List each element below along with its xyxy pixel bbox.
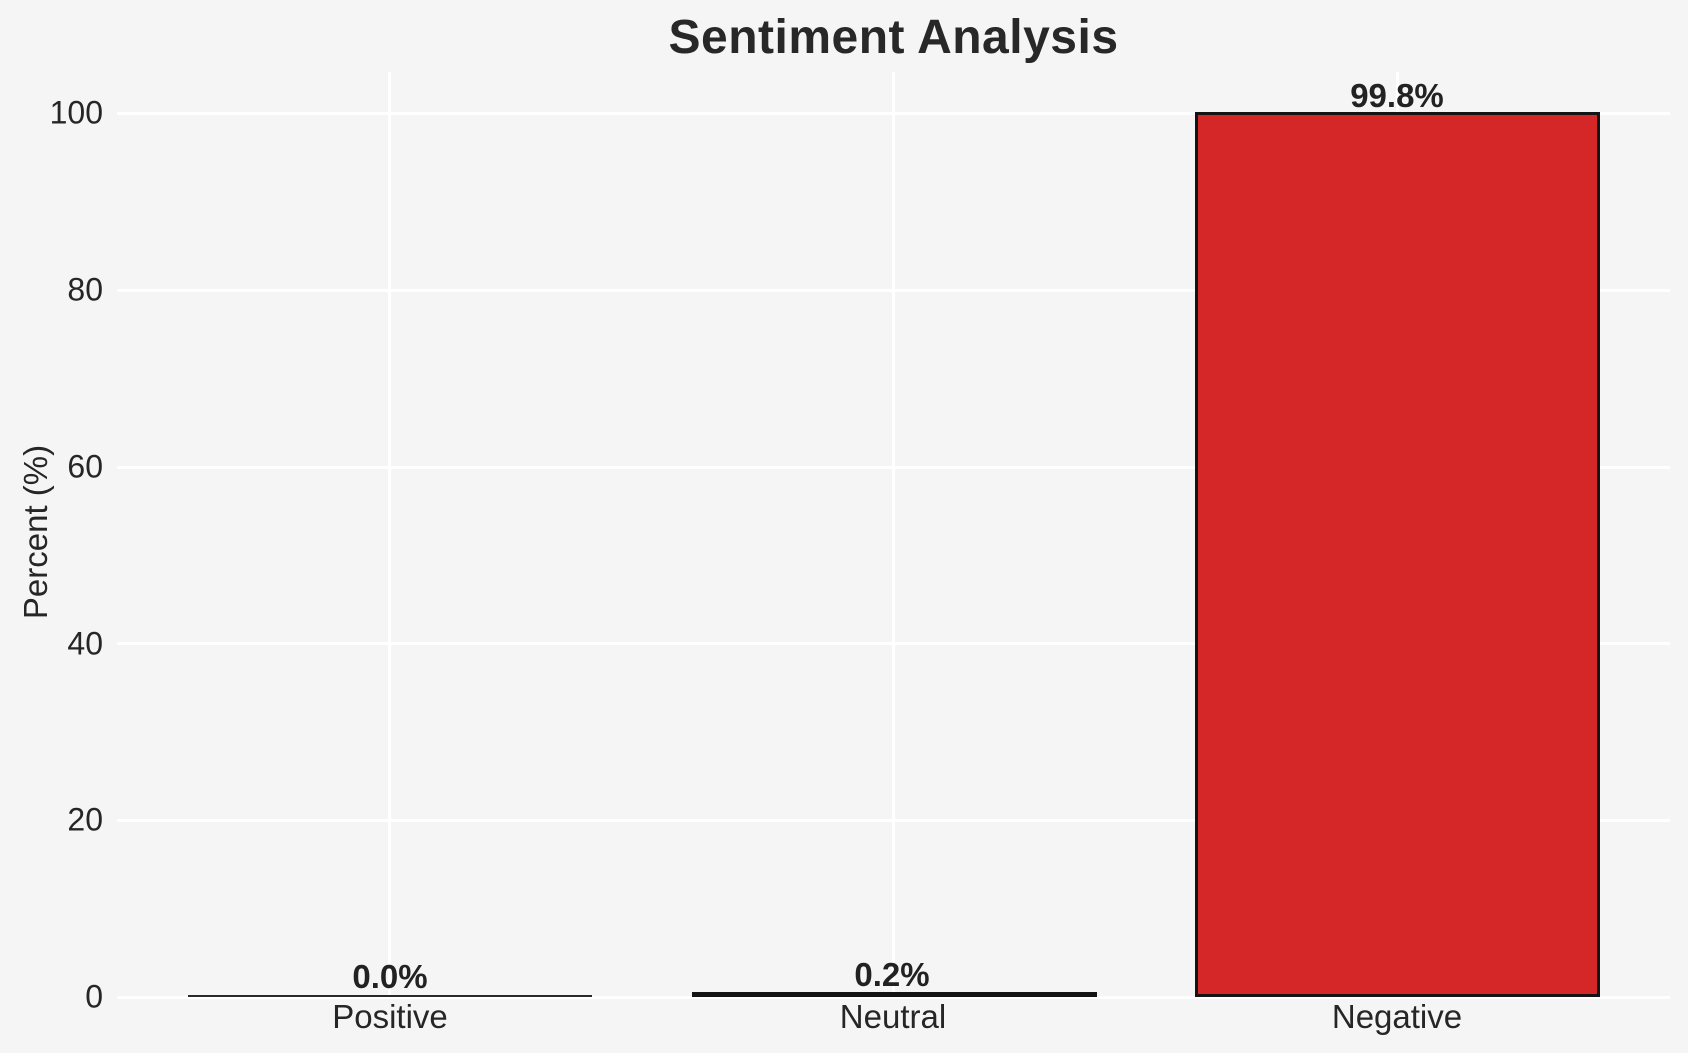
gridline-h-0 — [117, 996, 1670, 999]
y-tick-40: 40 — [67, 625, 103, 662]
gridline-v-positive — [388, 72, 391, 997]
value-label-positive: 0.0% — [352, 958, 428, 995]
y-tick-80: 80 — [67, 271, 103, 308]
y-tick-100: 100 — [49, 94, 103, 131]
value-label-neutral: 0.2% — [854, 956, 930, 993]
bar-neutral — [692, 992, 1097, 997]
gridline-v-neutral — [892, 72, 895, 997]
bar-positive — [188, 995, 592, 997]
chart-title: Sentiment Analysis — [668, 11, 1119, 64]
x-tick-positive: Positive — [332, 998, 448, 1035]
y-tick-0: 0 — [85, 978, 103, 1015]
y-tick-20: 20 — [67, 801, 103, 838]
value-label-negative: 99.8% — [1350, 77, 1444, 114]
x-tick-negative: Negative — [1331, 998, 1463, 1035]
x-tick-neutral: Neutral — [839, 998, 947, 1035]
bar-negative — [1195, 112, 1600, 997]
y-tick-60: 60 — [67, 448, 103, 485]
